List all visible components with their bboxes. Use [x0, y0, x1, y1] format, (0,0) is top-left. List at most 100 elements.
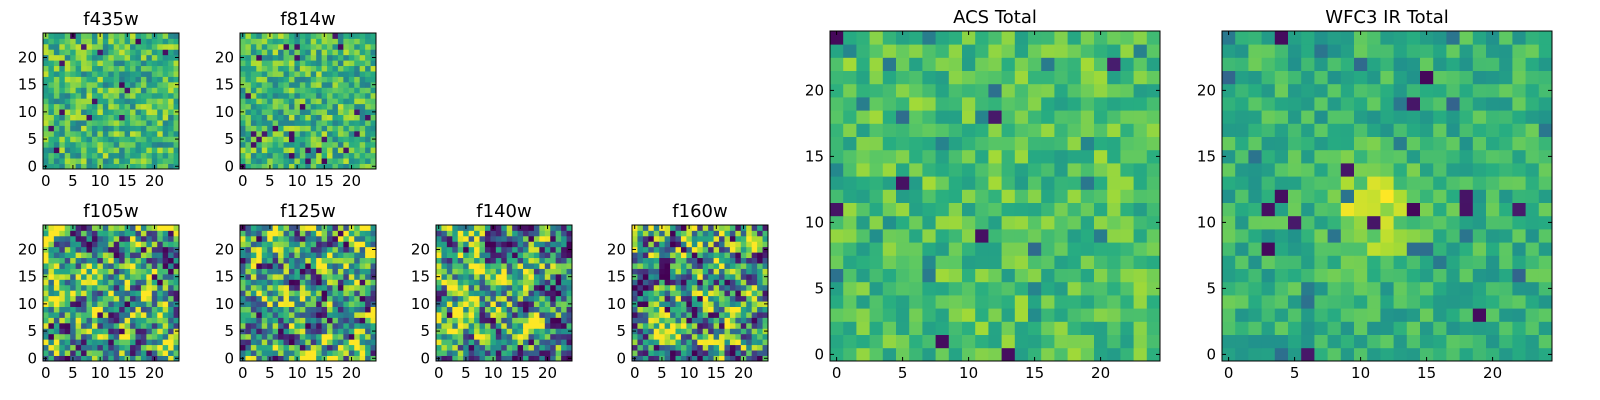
y-tick-label: 10: [18, 103, 37, 121]
heatmap-cell: [1274, 163, 1289, 177]
heatmap-cell: [86, 268, 93, 275]
heatmap-cell: [91, 98, 98, 105]
heatmap-cell: [250, 301, 257, 307]
heatmap-cell: [452, 317, 459, 324]
heatmap-cell: [316, 163, 322, 170]
heatmap-cell: [288, 65, 295, 72]
heatmap-cell: [102, 246, 109, 253]
heatmap-cell: [975, 229, 989, 243]
heatmap-cell: [327, 252, 333, 259]
heatmap-cell: [1499, 347, 1513, 362]
heatmap-cell: [321, 76, 328, 83]
heatmap-cell: [124, 147, 131, 154]
heatmap-cell: [506, 317, 513, 324]
heatmap-cell: [168, 241, 174, 248]
heatmap-cell: [337, 71, 344, 77]
heatmap-cell: [988, 295, 1002, 309]
heatmap-cell: [468, 306, 475, 313]
heatmap-cell: [724, 241, 731, 248]
heatmap-cell: [882, 176, 897, 190]
x-tick-label: 20: [538, 364, 557, 382]
heatmap-cell: [988, 176, 1002, 190]
heatmap-cell: [337, 92, 344, 99]
heatmap-cell: [1288, 281, 1302, 296]
heatmap-cell: [240, 141, 246, 148]
heatmap-cell: [1014, 242, 1029, 256]
heatmap-cell: [283, 71, 290, 77]
heatmap-cell: [484, 246, 491, 253]
heatmap-cell: [59, 81, 66, 88]
heatmap-cell: [261, 147, 268, 154]
heatmap-cell: [359, 33, 366, 39]
heatmap-cell: [1420, 242, 1434, 256]
heatmap-cell: [751, 312, 758, 318]
heatmap-cell: [746, 306, 753, 313]
heatmap-cell: [1120, 255, 1134, 269]
heatmap-cell: [724, 279, 731, 286]
heatmap-cell: [124, 81, 131, 88]
heatmap-cell: [48, 141, 55, 148]
heatmap-cell: [691, 350, 698, 356]
heatmap-cell: [1314, 149, 1328, 164]
heatmap-cell: [533, 246, 540, 253]
heatmap-cell: [1028, 334, 1042, 349]
heatmap-cell: [135, 38, 142, 45]
heatmap-cell: [1001, 176, 1016, 190]
heatmap-cell: [348, 339, 355, 346]
heatmap-cell: [691, 279, 698, 286]
heatmap-cell: [53, 290, 60, 297]
heatmap-cell: [327, 284, 333, 291]
heatmap-cell: [975, 83, 989, 98]
heatmap-cell: [1288, 189, 1302, 203]
heatmap-cell: [637, 322, 644, 329]
heatmap-cell: [1499, 295, 1513, 309]
heatmap-cell: [151, 125, 158, 132]
heatmap-cell: [1094, 136, 1108, 151]
heatmap-cell: [830, 321, 844, 335]
heatmap-cell: [441, 246, 448, 253]
heatmap-cell: [512, 268, 518, 275]
heatmap-cell: [539, 312, 546, 318]
heatmap-cell: [81, 295, 87, 302]
heatmap-cell: [59, 273, 66, 280]
heatmap-cell: [474, 290, 480, 297]
heatmap-cell: [354, 130, 361, 137]
heatmap-cell: [272, 92, 279, 99]
heatmap-cell: [53, 109, 60, 115]
heatmap-cell: [441, 301, 448, 307]
heatmap-cell: [157, 350, 164, 356]
heatmap-cell: [457, 284, 464, 291]
heatmap-cell: [48, 284, 55, 291]
heatmap-cell: [697, 301, 704, 307]
heatmap-cell: [533, 333, 540, 340]
heatmap-cell: [495, 290, 502, 297]
heatmap-cell: [544, 312, 551, 318]
heatmap-cell: [157, 38, 164, 45]
heatmap-cell: [173, 225, 180, 231]
heatmap-cell: [675, 279, 682, 286]
heatmap-cell: [97, 230, 104, 237]
heatmap-cell: [719, 328, 725, 335]
heatmap-cell: [501, 312, 508, 318]
heatmap-cell: [746, 268, 753, 275]
heatmap-cell: [272, 328, 279, 335]
heatmap-cell: [168, 130, 174, 137]
heatmap-cell: [162, 33, 169, 39]
heatmap-cell: [316, 328, 322, 335]
heatmap-cell: [64, 81, 71, 88]
heatmap-cell: [1248, 281, 1262, 296]
heatmap-cell: [48, 87, 55, 94]
heatmap-cell: [566, 235, 573, 242]
heatmap-cell: [299, 317, 306, 324]
heatmap-cell: [113, 230, 120, 237]
heatmap-cell: [457, 246, 464, 253]
heatmap-cell: [75, 306, 82, 313]
heatmap-cell: [64, 230, 71, 237]
heatmap-cell: [675, 246, 682, 253]
heatmap-cell: [124, 263, 131, 269]
heatmap-cell: [539, 257, 546, 264]
heatmap-cell: [75, 71, 82, 77]
heatmap-cell: [135, 322, 142, 329]
heatmap-cell: [1340, 347, 1355, 362]
